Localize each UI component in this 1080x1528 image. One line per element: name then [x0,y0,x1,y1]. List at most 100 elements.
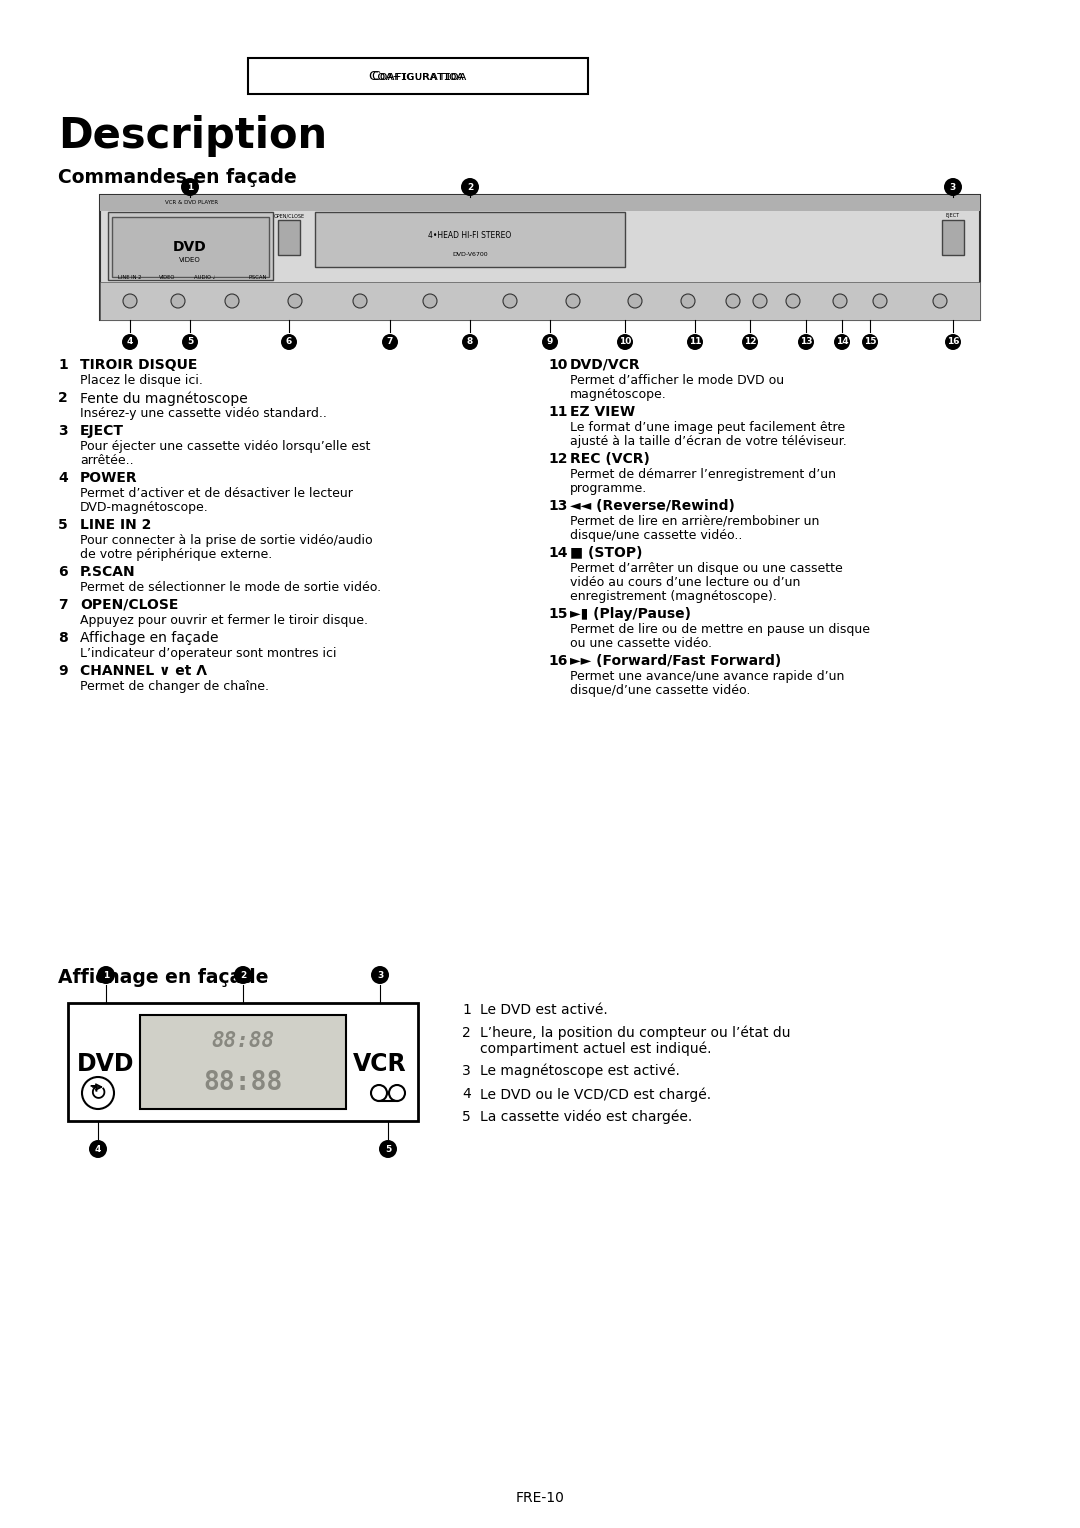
Text: 11: 11 [548,405,567,419]
Text: DVD-magnétoscope.: DVD-magnétoscope. [80,501,208,513]
Text: ↻: ↻ [89,1083,107,1103]
Text: REC (VCR): REC (VCR) [570,452,650,466]
Text: LINE IN 2: LINE IN 2 [80,518,151,532]
Text: Description: Description [58,115,327,157]
Text: Cᴏᴀғɪɢᴜʀᴀᴛɪᴏᴀ: Cᴏᴀғɪɢᴜʀᴀᴛɪᴏᴀ [368,69,468,83]
Ellipse shape [97,966,114,984]
Circle shape [566,293,580,309]
Circle shape [726,293,740,309]
Text: 15: 15 [864,338,876,347]
Text: P.SCAN: P.SCAN [80,565,136,579]
Text: 3: 3 [950,182,956,191]
Bar [108,212,273,280]
Ellipse shape [234,966,252,984]
Text: programme.: programme. [570,481,647,495]
Text: 6: 6 [286,338,292,347]
Text: VIDEO: VIDEO [159,275,175,280]
Text: enregistrement (magnétoscope).: enregistrement (magnétoscope). [570,590,777,604]
Text: 16: 16 [548,654,567,668]
Text: L’indicateur d’operateur sont montres ici: L’indicateur d’operateur sont montres ic… [80,646,337,660]
Text: 7: 7 [58,597,68,613]
Text: 1: 1 [103,970,109,979]
Ellipse shape [462,335,478,350]
Text: ou une cassette vidéo.: ou une cassette vidéo. [570,637,712,649]
Bar [100,196,980,211]
Text: La cassette vidéo est chargée.: La cassette vidéo est chargée. [480,1109,692,1125]
Ellipse shape [617,335,633,350]
Ellipse shape [742,335,758,350]
Ellipse shape [862,335,878,350]
Text: ajusté à la taille d’écran de votre téléviseur.: ajusté à la taille d’écran de votre télé… [570,435,847,448]
Text: 7: 7 [387,338,393,347]
Text: OPEN/CLOSE: OPEN/CLOSE [80,597,178,613]
Ellipse shape [798,335,814,350]
Circle shape [753,293,767,309]
Text: 12: 12 [744,338,756,347]
Text: 11: 11 [689,338,701,347]
Ellipse shape [281,335,297,350]
Bar [248,58,588,95]
Bar [100,196,980,319]
Text: 5: 5 [384,1144,391,1154]
Circle shape [786,293,800,309]
Ellipse shape [461,177,480,196]
Text: EJECT: EJECT [80,423,124,439]
Circle shape [225,293,239,309]
Ellipse shape [122,335,138,350]
Text: 10: 10 [619,338,631,347]
Text: 14: 14 [836,338,848,347]
Ellipse shape [834,335,850,350]
Text: 2: 2 [467,182,473,191]
Text: Le format d’une image peut facilement être: Le format d’une image peut facilement êt… [570,422,846,434]
Text: Permet une avance/une avance rapide d’un: Permet une avance/une avance rapide d’un [570,669,845,683]
Text: vidéo au cours d’une lecture ou d’un: vidéo au cours d’une lecture ou d’un [570,576,800,588]
Text: 2: 2 [58,391,68,405]
Circle shape [389,1085,405,1102]
Circle shape [372,1085,387,1102]
Text: VIDEO: VIDEO [179,257,201,263]
Bar [278,220,300,255]
Text: 2: 2 [240,970,246,979]
Text: 15: 15 [548,607,567,620]
Ellipse shape [944,177,962,196]
Text: Permet de démarrer l’enregistrement d’un: Permet de démarrer l’enregistrement d’un [570,468,836,481]
Text: 1: 1 [462,1002,471,1018]
Text: DVD/VCR: DVD/VCR [570,358,640,371]
Text: 8: 8 [58,631,68,645]
Text: Le DVD est activé.: Le DVD est activé. [480,1002,608,1018]
Text: AUDIO ♩: AUDIO ♩ [194,275,216,280]
Text: LINE IN 2: LINE IN 2 [118,275,141,280]
Circle shape [681,293,696,309]
Text: 5: 5 [187,338,193,347]
Text: Permet d’activer et de désactiver le lecteur: Permet d’activer et de désactiver le lec… [80,487,353,500]
Text: compartiment actuel est indiqué.: compartiment actuel est indiqué. [480,1041,712,1056]
Text: DVD: DVD [78,1053,135,1076]
Text: TIROIR DISQUE: TIROIR DISQUE [80,358,198,371]
Ellipse shape [372,966,389,984]
Text: P.SCAN: P.SCAN [248,275,267,280]
Text: 4: 4 [95,1144,102,1154]
Text: 9: 9 [58,665,68,678]
Text: ►► (Forward/Fast Forward): ►► (Forward/Fast Forward) [570,654,781,668]
Text: Appuyez pour ouvrir et fermer le tiroir disque.: Appuyez pour ouvrir et fermer le tiroir … [80,614,368,626]
Text: 16: 16 [947,338,959,347]
Text: ►▮ (Play/Pause): ►▮ (Play/Pause) [570,607,691,620]
Text: 1: 1 [58,358,68,371]
Text: 10: 10 [548,358,567,371]
Text: 88:88: 88:88 [203,1070,283,1096]
Ellipse shape [542,335,558,350]
Bar [140,1015,346,1109]
Text: 8: 8 [467,338,473,347]
Text: 88:88: 88:88 [212,1031,274,1051]
Circle shape [171,293,185,309]
Text: Pour connecter à la prise de sortie vidéo/audio: Pour connecter à la prise de sortie vidé… [80,533,373,547]
Ellipse shape [687,335,703,350]
Bar [942,220,964,255]
Text: DVD-V6700: DVD-V6700 [453,252,488,258]
Bar [112,217,269,277]
Ellipse shape [945,335,961,350]
Text: 6: 6 [58,565,68,579]
Circle shape [933,293,947,309]
Circle shape [123,293,137,309]
Circle shape [353,293,367,309]
